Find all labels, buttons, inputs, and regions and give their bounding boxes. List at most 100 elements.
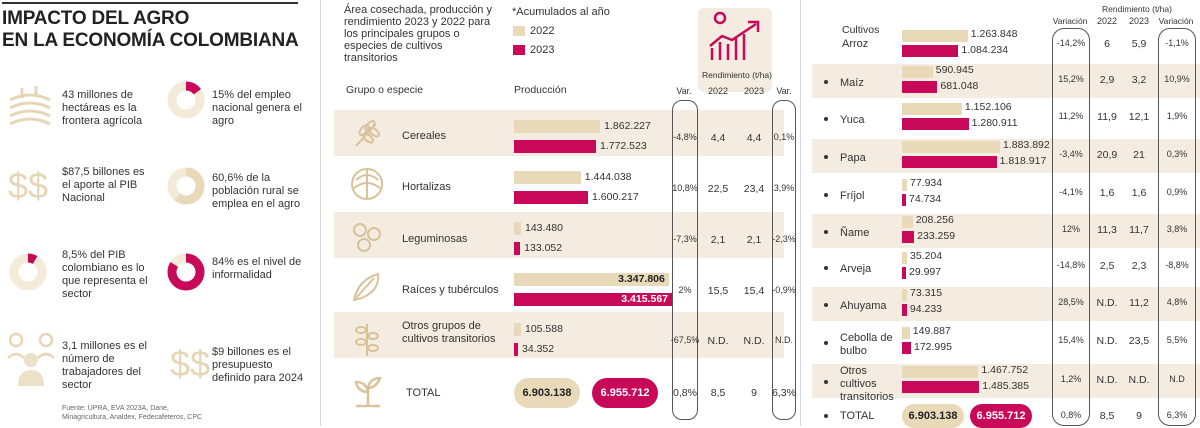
yield-var: 1,9% [1166, 111, 1188, 121]
yield-var: -1,1% [1165, 38, 1189, 48]
donut-icon [167, 81, 205, 119]
category-label: Arroz [842, 38, 869, 50]
svg-text:$$: $$ [170, 343, 210, 382]
total-yield-2023: 9 [1136, 410, 1142, 422]
yield-2023: 4,4 [746, 132, 762, 144]
yield-2023: 11,2 [1129, 297, 1149, 309]
bar-2022 [514, 273, 669, 286]
plant-icon [355, 324, 379, 356]
total-yield-2023: 9 [751, 387, 757, 399]
bullet [824, 117, 828, 121]
total-2022-pill: 6.903.138 [902, 404, 964, 428]
bar-label: 1.263.848 [970, 28, 1018, 40]
bar-2022 [514, 222, 521, 235]
row-band [812, 64, 1200, 98]
bar-label: 590.945 [935, 64, 974, 76]
row-band [812, 139, 1200, 173]
column-header: Variación [1052, 16, 1088, 26]
yield-2023: 15,4 [743, 285, 765, 297]
bar-label: 133.052 [524, 242, 563, 254]
yield-var: 5,5% [1166, 335, 1188, 345]
production-var: -14,8% [1056, 260, 1086, 270]
source-note: Fuente: UPRA, EVA 2023A, Dane, Minagricu… [62, 405, 203, 421]
yield-var: N.D [1169, 374, 1185, 384]
money-icon: $$ [170, 343, 210, 382]
category-label: Cebolla de bulbo [840, 332, 893, 357]
yield-var: 0,3% [1166, 149, 1188, 159]
bar-label: 1.467.752 [981, 364, 1029, 376]
money-icon: $$ [8, 165, 48, 204]
row-band [334, 312, 784, 358]
bar-label: 1.084.234 [961, 44, 1009, 56]
category-label: Otros grupos de cultivos transitorios [402, 320, 496, 345]
yield-var: -0,9% [772, 285, 796, 295]
yield-2022: 11,3 [1097, 224, 1117, 236]
bar-2023 [514, 191, 589, 204]
category-label: Papa [840, 152, 866, 164]
stat-text: 15% del empleo nacional genera el agro [212, 89, 302, 127]
bar-2023 [902, 118, 969, 130]
yield-var: -2,3% [772, 234, 796, 244]
yield-2023: 12,1 [1128, 111, 1150, 123]
bar-2023 [902, 342, 911, 354]
category-label: Raíces y tubérculos [402, 284, 499, 296]
production-var: 12% [1061, 224, 1080, 234]
yield-2023: 23,5 [1128, 335, 1150, 347]
column-header: Variación [1158, 16, 1194, 26]
column-header: 2022 [707, 86, 729, 96]
bar-2022 [514, 171, 581, 184]
legend-swatch-2022 [513, 26, 525, 36]
chart-note: *Acumulados al año [512, 6, 610, 18]
bar-2022 [514, 323, 521, 336]
yield-2022: 20,9 [1096, 149, 1118, 161]
total-yield-2022: 8,5 [1099, 410, 1115, 422]
total-2023-pill: 6.955.712 [970, 404, 1032, 428]
donut-fill [167, 253, 205, 291]
production-var: 2% [678, 285, 692, 295]
yield-2023: N.D. [743, 335, 765, 347]
production-var: 10,8% [672, 183, 698, 193]
bar-label: 94.233 [909, 303, 943, 315]
total-var: 0,8% [673, 387, 697, 399]
column-outline [672, 100, 698, 420]
donut-icon [167, 253, 205, 291]
bar-2023 [514, 293, 672, 306]
stat-text: 3,1 millones es el número de trabajadore… [62, 340, 147, 391]
column-header: Var. [776, 86, 792, 96]
bullet [824, 414, 828, 418]
people-icon [7, 332, 55, 386]
bar-2022 [902, 252, 907, 264]
chart-title: Área cosechada, producción y rendimiento… [344, 4, 492, 64]
bar-2023 [514, 343, 518, 356]
bar-label: 208.256 [915, 214, 954, 226]
bar-label: 34.352 [522, 343, 555, 355]
yield-2023: 21 [1133, 149, 1145, 161]
donut-icon [9, 253, 47, 291]
bar-2022 [902, 141, 1000, 153]
column-header: Producción [514, 84, 567, 96]
bar-2023 [902, 45, 959, 57]
production-var: 15,2% [1058, 74, 1084, 84]
bar-label: 77.934 [910, 177, 943, 189]
bar-label: 29.997 [909, 266, 942, 278]
yield-2022: 22,5 [707, 183, 729, 195]
yield-var: N.D. [775, 335, 793, 345]
bar-label: 3.415.567 [621, 293, 668, 305]
bullet [824, 193, 828, 197]
row-band [812, 287, 1200, 321]
total-yield-var: 6,3% [772, 387, 796, 399]
bar-label: 1.280.911 [971, 117, 1018, 129]
bar-2022 [902, 103, 962, 115]
yield-2022: 2,1 [710, 234, 726, 246]
donut-icon [167, 167, 205, 205]
total-yield-var: 6,3% [1166, 410, 1188, 420]
total-2022-pill: 6.903.138 [514, 378, 580, 408]
bar-2023 [902, 304, 907, 316]
field-icon [9, 86, 51, 126]
bullet [824, 380, 828, 384]
beans-icon [353, 223, 381, 252]
bullet [824, 230, 828, 234]
bar-2023 [514, 140, 596, 153]
bar-2023 [514, 242, 521, 255]
bar-label: 35.204 [910, 250, 943, 262]
